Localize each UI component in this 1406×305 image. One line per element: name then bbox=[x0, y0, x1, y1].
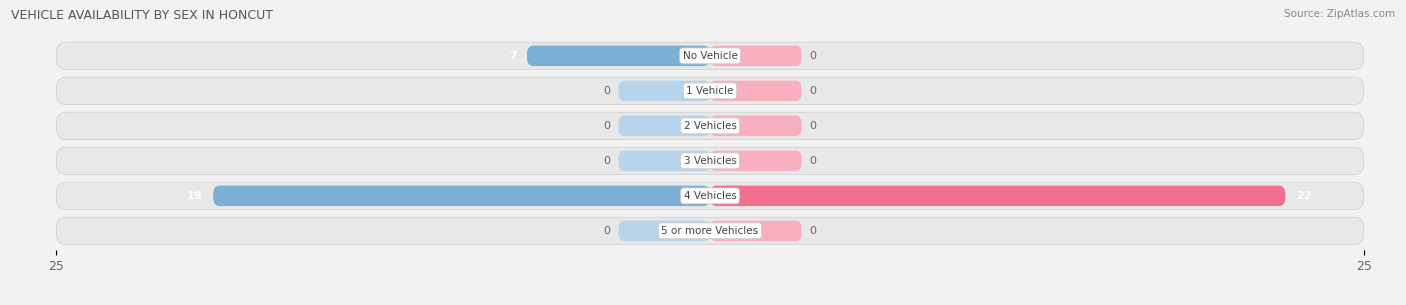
Text: 5 or more Vehicles: 5 or more Vehicles bbox=[661, 226, 759, 236]
Text: 0: 0 bbox=[603, 156, 610, 166]
Text: 22: 22 bbox=[1296, 191, 1312, 201]
FancyBboxPatch shape bbox=[56, 147, 1364, 174]
FancyBboxPatch shape bbox=[619, 151, 710, 171]
Text: 0: 0 bbox=[603, 121, 610, 131]
FancyBboxPatch shape bbox=[710, 46, 801, 66]
Text: No Vehicle: No Vehicle bbox=[682, 51, 738, 61]
FancyBboxPatch shape bbox=[56, 42, 1364, 70]
FancyBboxPatch shape bbox=[710, 221, 801, 241]
FancyBboxPatch shape bbox=[710, 186, 1285, 206]
Text: VEHICLE AVAILABILITY BY SEX IN HONCUT: VEHICLE AVAILABILITY BY SEX IN HONCUT bbox=[11, 9, 273, 22]
Text: 19: 19 bbox=[187, 191, 202, 201]
FancyBboxPatch shape bbox=[56, 217, 1364, 245]
FancyBboxPatch shape bbox=[619, 116, 710, 136]
Text: 0: 0 bbox=[810, 226, 817, 236]
Text: Source: ZipAtlas.com: Source: ZipAtlas.com bbox=[1284, 9, 1395, 19]
FancyBboxPatch shape bbox=[710, 116, 801, 136]
Text: 0: 0 bbox=[810, 156, 817, 166]
Text: 4 Vehicles: 4 Vehicles bbox=[683, 191, 737, 201]
Text: 0: 0 bbox=[810, 86, 817, 96]
FancyBboxPatch shape bbox=[710, 151, 801, 171]
Text: 1 Vehicle: 1 Vehicle bbox=[686, 86, 734, 96]
Text: 0: 0 bbox=[603, 226, 610, 236]
Text: 0: 0 bbox=[810, 51, 817, 61]
FancyBboxPatch shape bbox=[710, 81, 801, 101]
FancyBboxPatch shape bbox=[619, 81, 710, 101]
Text: 3 Vehicles: 3 Vehicles bbox=[683, 156, 737, 166]
FancyBboxPatch shape bbox=[527, 46, 710, 66]
FancyBboxPatch shape bbox=[56, 112, 1364, 139]
Text: 2 Vehicles: 2 Vehicles bbox=[683, 121, 737, 131]
Text: 0: 0 bbox=[603, 86, 610, 96]
FancyBboxPatch shape bbox=[56, 182, 1364, 210]
FancyBboxPatch shape bbox=[214, 186, 710, 206]
FancyBboxPatch shape bbox=[56, 77, 1364, 105]
Text: 0: 0 bbox=[810, 121, 817, 131]
FancyBboxPatch shape bbox=[619, 221, 710, 241]
Text: 7: 7 bbox=[509, 51, 516, 61]
